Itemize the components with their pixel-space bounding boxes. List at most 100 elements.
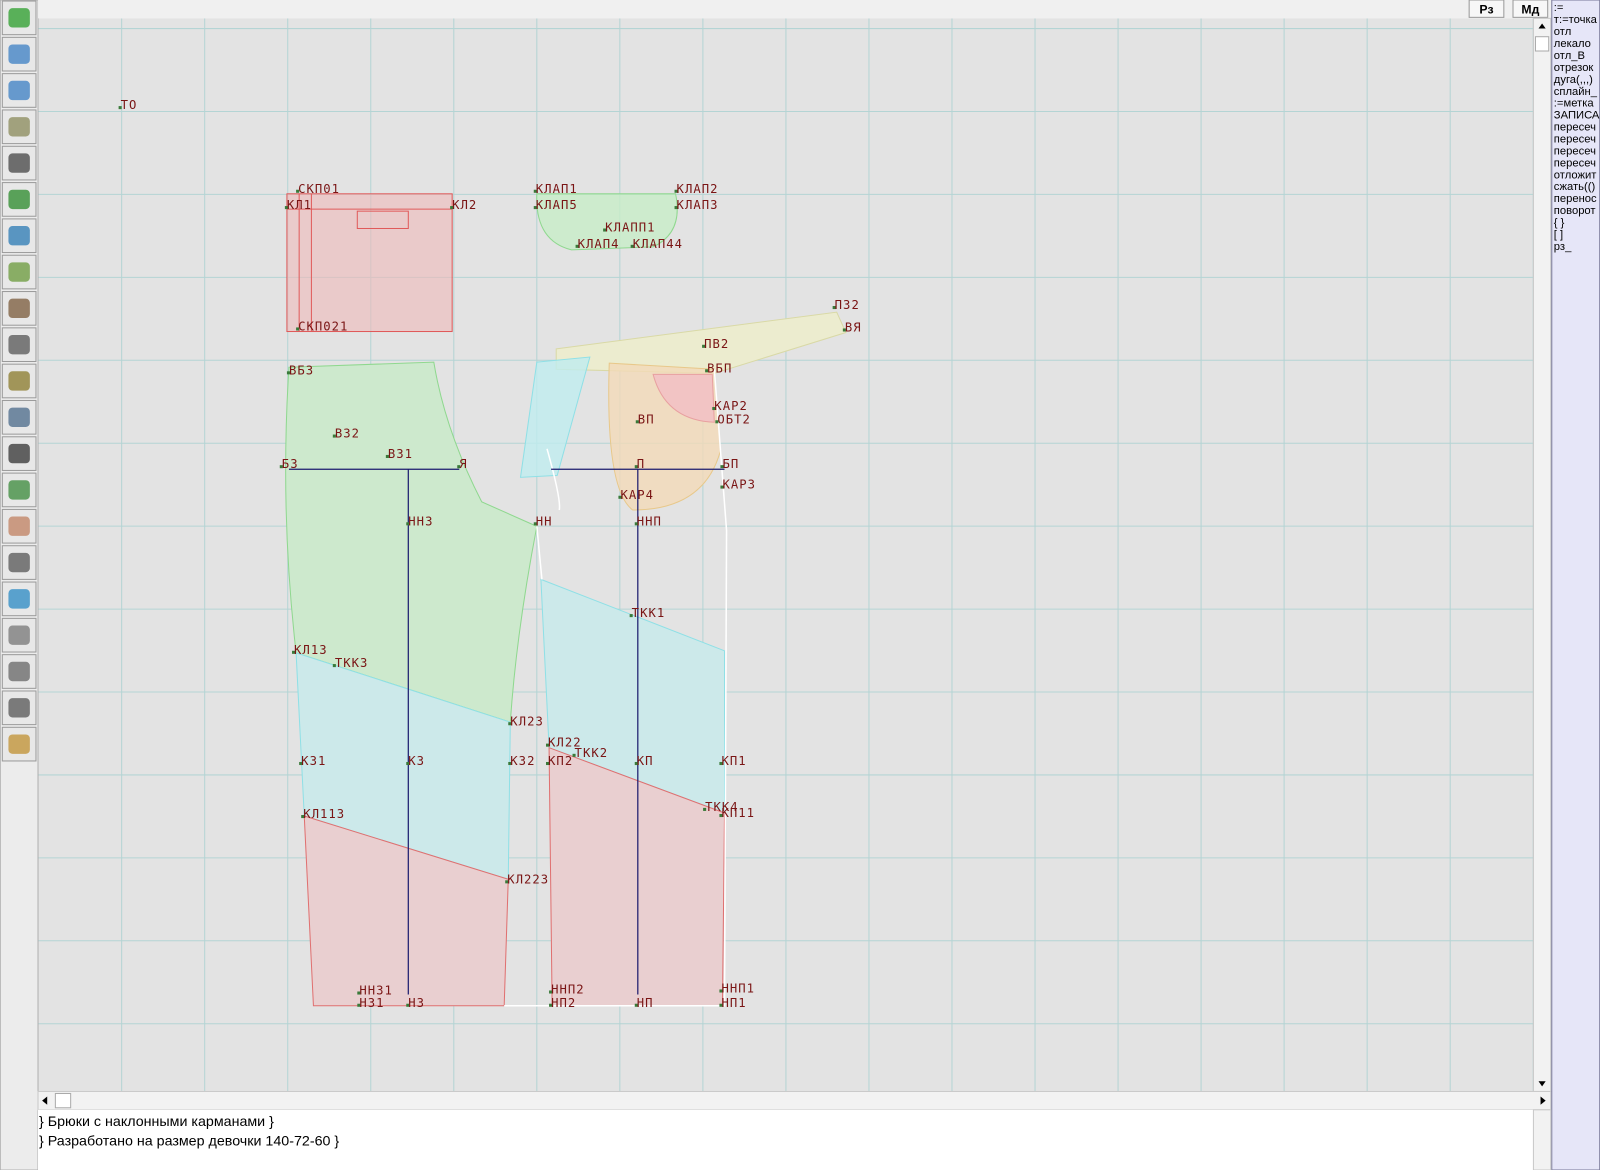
point-marker [332,664,336,668]
point-marker [546,743,550,747]
command-item[interactable]: отложит [1554,169,1597,181]
point-label: НЗ1 [359,996,384,1010]
point-label: КП2 [548,754,573,768]
point-label: НП1 [721,996,746,1010]
command-item[interactable]: отрезок [1554,62,1594,74]
point-marker [284,206,288,210]
point-label: КЛАП1 [536,182,578,196]
tool-icon [8,226,30,246]
scroll-thumb[interactable] [54,1092,72,1109]
point-marker [674,206,678,210]
tool-icon [8,189,30,210]
piece-back-top [285,361,538,723]
tool-icon [8,480,30,500]
point-label: КП [637,754,654,768]
point-label: КЛАП3 [677,198,719,212]
tool-icon [8,552,30,573]
command-item[interactable]: := [1554,2,1564,14]
point-label: КЗ [408,754,425,768]
command-item[interactable]: т:=точка [1554,14,1598,26]
point-label: ВЗ1 [388,447,413,461]
point-marker [406,522,410,526]
command-item[interactable]: рз_ [1554,241,1572,253]
point-marker [618,495,622,499]
point-marker [634,761,638,766]
point-marker [533,522,537,526]
point-label: НП [637,996,654,1010]
tool-icon [8,661,30,682]
point-label: ТКК4 [705,800,739,814]
button-rz[interactable]: Рз [1468,0,1505,18]
point-label: КАР2 [714,399,748,413]
button-md[interactable]: Мд [1512,0,1549,18]
command-item[interactable]: пересеч [1554,122,1596,134]
tool-icon [8,117,30,137]
tool-icon [8,8,30,28]
point-marker [332,434,336,438]
point-marker [296,189,300,193]
tool-icon [8,371,30,391]
pattern-pieces [285,193,847,1007]
point-label: ННЗ [408,514,433,528]
point-label: НН [536,514,553,528]
command-item[interactable]: перенос [1554,193,1597,205]
command-item[interactable]: :=метка [1554,98,1595,110]
command-item[interactable]: поворот [1554,205,1596,217]
horizontal-scrollbar[interactable] [37,1090,1552,1111]
command-item[interactable]: отл [1554,26,1571,38]
command-item[interactable]: ЗАПИСА [1554,110,1600,122]
point-label: КЛ22 [548,736,582,750]
point-labels: ТО СКП01 КЛ1 КЛ2 СКП021 КЛАП1 КЛАП2 КЛАП5 КЛАП3 К… [118,98,861,1010]
command-item[interactable]: { } [1554,217,1565,229]
point-marker [533,206,537,210]
command-item[interactable]: отл_В [1554,50,1585,62]
tool-button[interactable] [1,726,37,762]
point-label: КЗ1 [301,754,326,768]
command-item[interactable]: пересеч [1554,134,1596,146]
point-label: ТО [121,98,138,112]
point-label: КЛ23 [510,714,544,728]
point-label: ННЗ1 [359,984,393,998]
command-item[interactable]: лекало [1554,38,1591,50]
tool-icon [8,334,30,355]
point-marker [603,228,607,232]
point-label: П32 [835,298,860,312]
point-label: ТКК3 [335,656,369,670]
point-marker [549,1003,553,1007]
point-marker [279,465,283,469]
outline [504,369,728,1007]
vertical-scrollbar[interactable] [1532,17,1552,1092]
point-marker [357,991,361,995]
command-item[interactable]: [ ] [1554,229,1563,241]
point-label: КЛ1 [287,198,312,212]
point-marker [296,327,300,331]
point-label: КЛАП44 [633,237,683,251]
scroll-thumb[interactable] [1534,36,1550,52]
point-marker [634,522,638,526]
point-marker [575,244,579,248]
point-label: Я [459,457,467,471]
command-item[interactable]: пересеч [1554,145,1596,157]
point-marker [635,420,639,424]
point-marker [630,244,634,248]
description-scrollbar[interactable] [1532,1109,1552,1170]
piece-pocket [652,373,715,423]
point-label: ВБП [707,361,732,375]
point-marker [720,465,724,469]
tool-icon [8,80,30,101]
command-item[interactable]: пересеч [1554,157,1596,169]
point-label: ВП [638,412,655,426]
point-marker [450,206,454,210]
command-item[interactable]: сжать(() [1554,181,1596,193]
point-label: КЗ2 [510,754,535,768]
point-marker [674,189,678,193]
command-item[interactable]: дуга(,,,) [1554,74,1593,86]
point-marker [715,420,719,424]
point-marker [719,1003,723,1007]
point-label: КП1 [721,754,746,768]
point-label: ТКК2 [575,746,609,760]
command-item[interactable]: сплайн_ [1554,86,1598,98]
point-marker [299,761,303,766]
tool-button[interactable] [1,508,37,544]
point-label: КЛАП2 [677,182,719,196]
